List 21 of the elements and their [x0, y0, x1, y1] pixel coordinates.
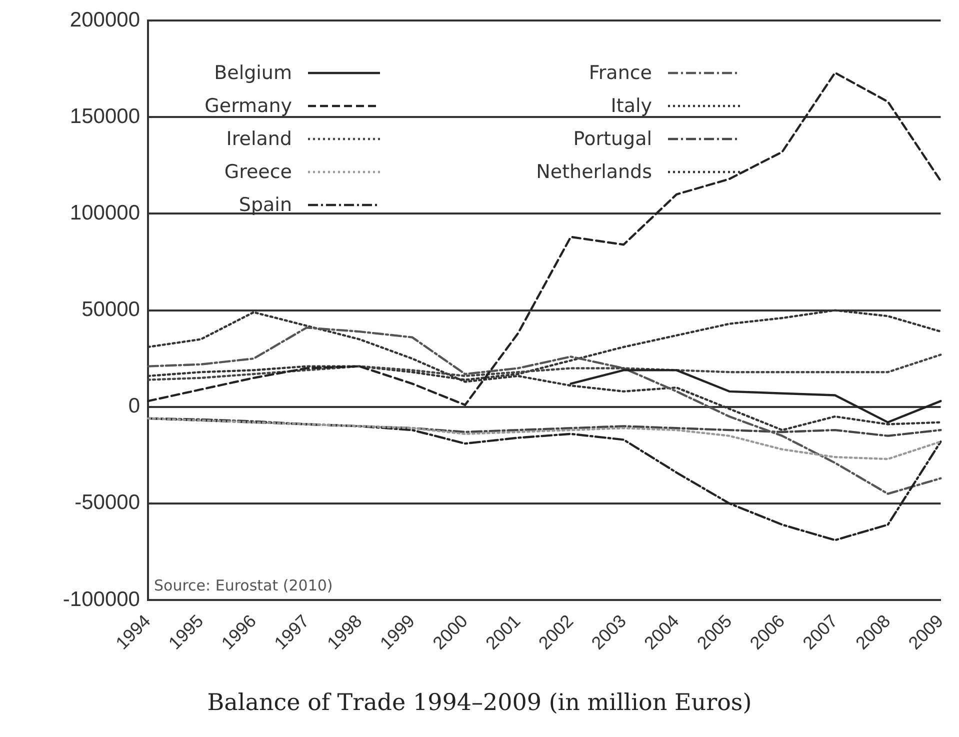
legend-label: Spain — [238, 194, 292, 216]
y-tick-label: 50000 — [82, 298, 140, 322]
legend-label: France — [588, 62, 652, 84]
annotation: Source: Eurostat (2010) — [154, 576, 333, 594]
y-tick-label: 200000 — [70, 8, 140, 32]
text: Balance of Trade 1994–2009 (in million Euros) — [206, 690, 753, 716]
y-tick-label: -50000 — [74, 491, 140, 514]
legend-label: Portugal — [573, 128, 652, 150]
legend-label: Ireland — [226, 128, 292, 150]
line-series — [146, 354, 942, 381]
y-tick-label: 0 — [128, 394, 140, 418]
legend-label: Italy — [610, 94, 652, 116]
line-series — [146, 326, 942, 495]
y-tick-label: 150000 — [70, 104, 140, 128]
y-tick-label: 100000 — [70, 202, 140, 225]
legend-label: Germany — [204, 94, 292, 116]
legend-label: Greece — [224, 160, 292, 182]
legend-label: Belgium — [214, 62, 292, 84]
line-series — [146, 417, 942, 460]
legend-label: Netherlands — [536, 160, 652, 182]
y-tick-label: -100000 — [62, 588, 140, 611]
